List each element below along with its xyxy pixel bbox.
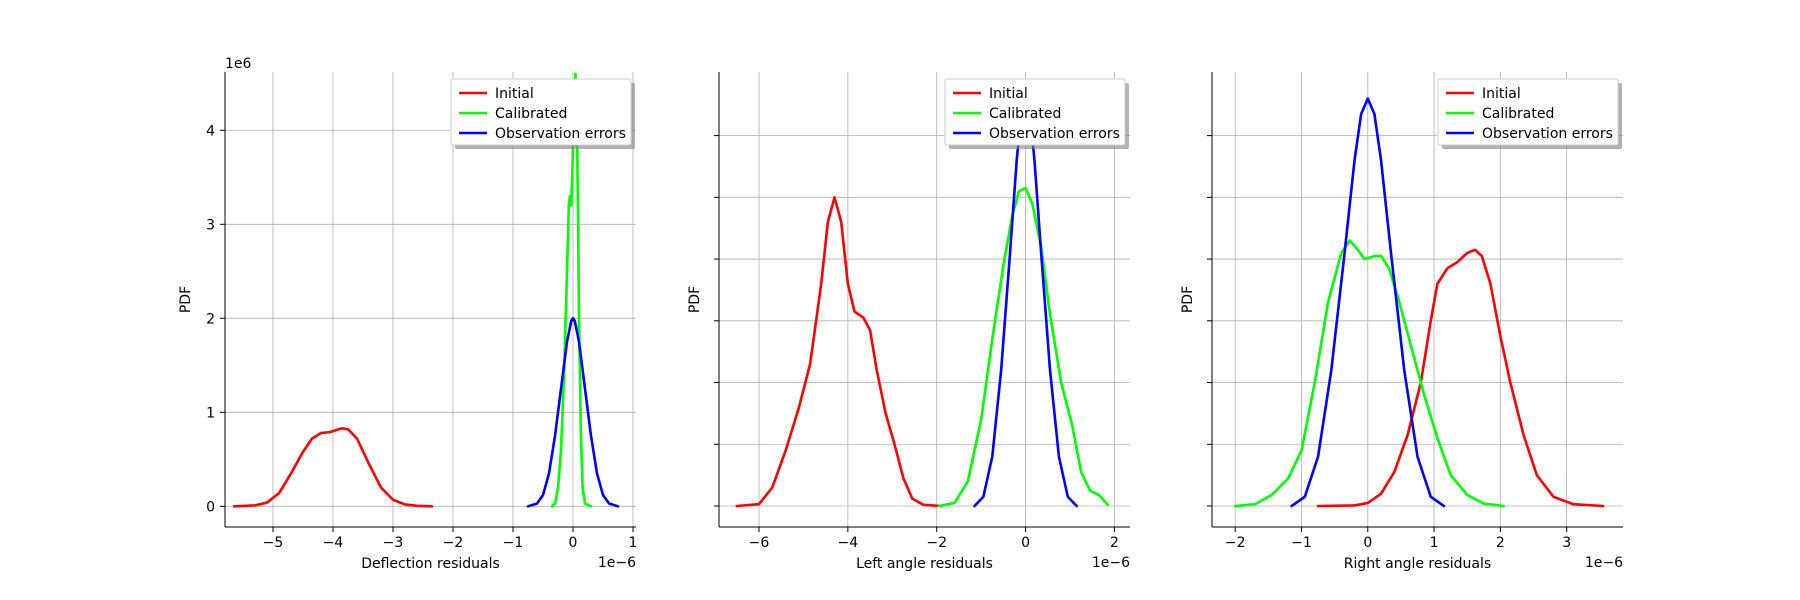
series-line-observation-errors (1290, 97, 1446, 508)
chart-panel-2: −6 −4 −2 0 2 Left angle residuals PDF 1e−6 Initi… (687, 72, 1130, 572)
x-tick-label: 2 (1496, 535, 1505, 551)
y-tick-label: 0 (206, 499, 215, 515)
legend: Initial Calibrated Observation errors (1437, 78, 1622, 149)
x-axis-label: Deflection residuals (361, 556, 500, 572)
x-offset-label: 1e−6 (1585, 555, 1623, 571)
y-tick-label: 1 (206, 405, 215, 421)
legend-label-initial: Initial (989, 86, 1028, 102)
legend-label-observation-errors: Observation errors (1482, 126, 1613, 142)
x-tick-label: 0 (569, 535, 578, 551)
y-tick-label: 3 (206, 217, 215, 233)
x-axis-label: Left angle residuals (856, 556, 993, 572)
series-line-observation-errors (526, 317, 620, 508)
x-tick-label: 1 (629, 535, 638, 551)
x-tick-label: −3 (383, 535, 404, 551)
legend-box (944, 78, 1126, 146)
legend-box (1437, 78, 1619, 146)
x-offset-label: 1e−6 (598, 555, 636, 571)
series-line-initial (1316, 248, 1605, 508)
legend: Initial Calibrated Observation errors (944, 78, 1129, 149)
x-tick-label: 1 (1430, 535, 1439, 551)
legend-label-calibrated: Calibrated (495, 106, 567, 122)
legend-label-calibrated: Calibrated (1482, 106, 1554, 122)
series-lines (1233, 97, 1605, 508)
series-line-calibrated (937, 186, 1110, 508)
series-lines (232, 72, 620, 508)
series-line-initial (232, 426, 434, 508)
x-tick-label: −2 (926, 535, 947, 551)
legend-label-calibrated: Calibrated (989, 106, 1061, 122)
legend-label-initial: Initial (495, 86, 534, 102)
x-tick-label: −4 (323, 535, 344, 551)
series-line-calibrated (550, 72, 593, 508)
x-tick-label: −4 (838, 535, 859, 551)
series-lines (735, 97, 1110, 508)
chart-panel-1: −5 −4 −3 −2 −1 0 1 0 1 2 3 4 Deflection residuals PDF… (178, 56, 637, 572)
x-tick-label: −6 (749, 535, 770, 551)
x-tick-label: 0 (1363, 535, 1372, 551)
legend-box (450, 78, 632, 146)
y-axis-label: PDF (687, 286, 703, 313)
y-tick-label: 4 (206, 123, 215, 139)
y-tick-label: 2 (206, 311, 215, 327)
y-axis-label: PDF (178, 286, 194, 313)
x-tick-label: 2 (1110, 535, 1119, 551)
legend-label-initial: Initial (1482, 86, 1521, 102)
x-tick-label: −1 (1291, 535, 1312, 551)
x-tick-label: −5 (263, 535, 284, 551)
x-tick-label: −2 (443, 535, 464, 551)
x-tick-label: 0 (1021, 535, 1030, 551)
legend-label-observation-errors: Observation errors (989, 126, 1120, 142)
y-axis-label: PDF (1180, 286, 1196, 313)
x-offset-label: 1e−6 (1092, 555, 1130, 571)
chart-panel-3: −2 −1 0 1 2 3 Right angle residuals PDF 1e−6 Init… (1180, 72, 1623, 572)
legend: Initial Calibrated Observation errors (450, 78, 635, 149)
x-tick-label: 3 (1562, 535, 1571, 551)
x-tick-label: −2 (1225, 535, 1246, 551)
legend-label-observation-errors: Observation errors (495, 126, 626, 142)
series-line-initial (735, 196, 943, 508)
y-offset-label: 1e6 (225, 56, 252, 72)
x-axis-label: Right angle residuals (1344, 556, 1491, 572)
x-tick-label: −1 (503, 535, 524, 551)
series-line-calibrated (1233, 239, 1505, 508)
